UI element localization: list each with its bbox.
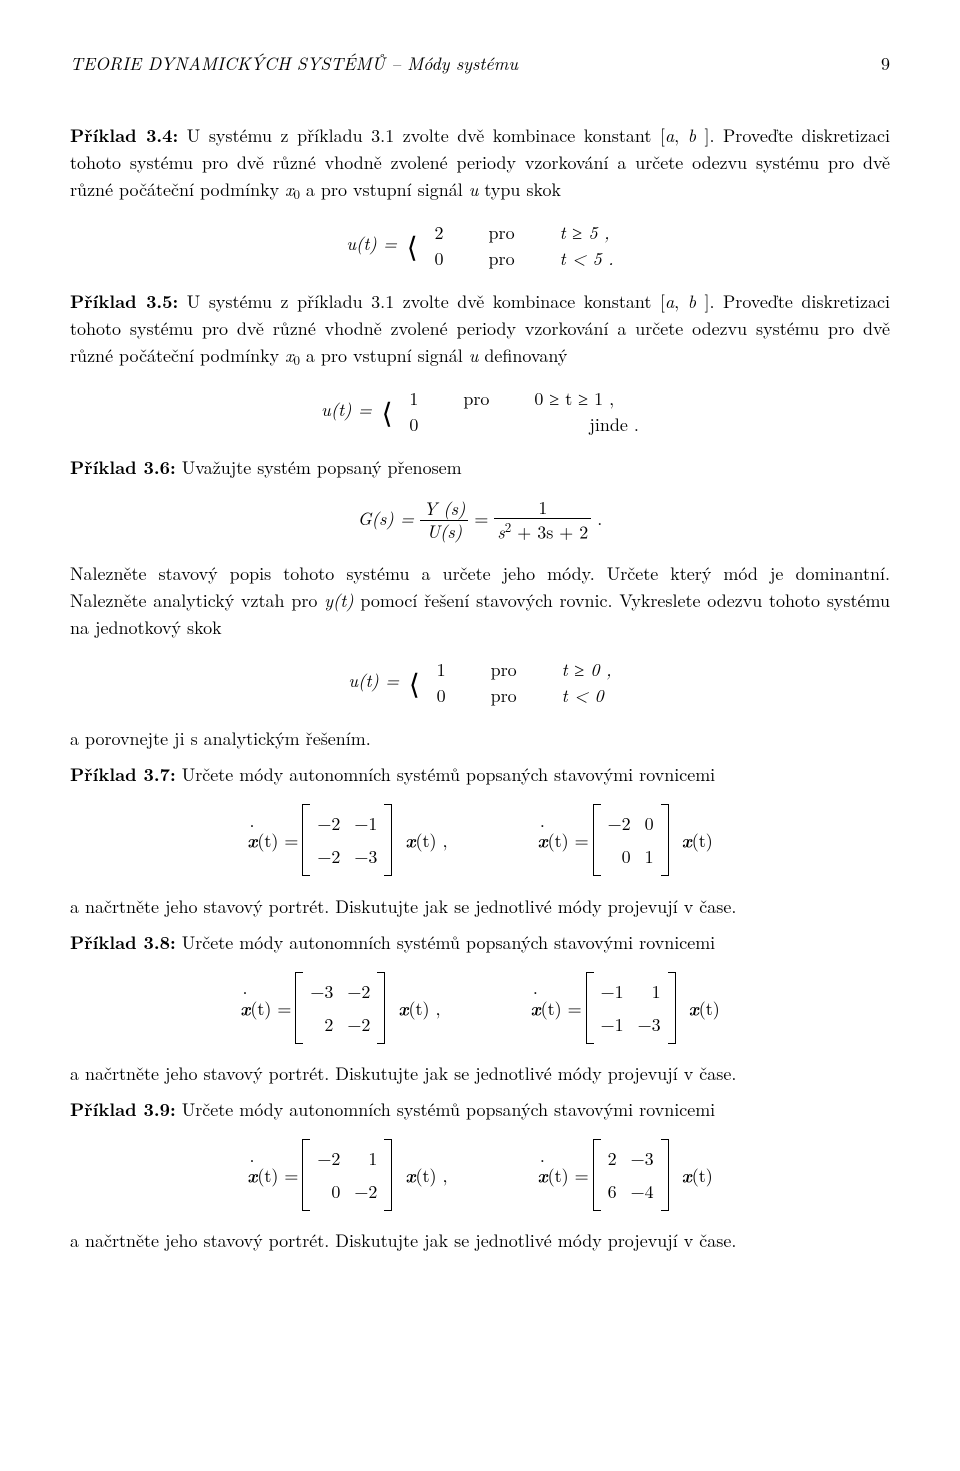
ex-3-6-end: a porovnejte ji s analytickým řešením. [70,725,890,752]
eq-3-9: x(t) = −210−2 x(t) , x(t) = 2−36−4 x(t) [70,1139,890,1211]
ex-label: Příklad 3.7: [70,762,176,787]
eq-3-5: u(t) = ⟨ 1 pro 0 ≥ t ≥ 1 , 0 jinde . [70,386,890,438]
ex-3-6-body: Nalezněte stavový popis tohoto systému a… [70,560,890,641]
header-title: TEORIE DYNAMICKÝCH SYSTÉMŮ – Módy systém… [70,50,518,77]
ex-3-4: Příklad 3.4: U systému z příkladu 3.1 zv… [70,122,890,204]
ex-3-9-end: a načrtněte jeho stavový portrét. Diskut… [70,1227,890,1254]
ex-3-5: Příklad 3.5: U systému z příkladu 3.1 zv… [70,288,890,370]
eq-3-7: x(t) = −2−1−2−3 x(t) , x(t) = −2001 x(t) [70,804,890,876]
ex-3-9-intro: Příklad 3.9: Určete módy autonomních sys… [70,1096,890,1123]
ex-label: Příklad 3.8: [70,930,176,955]
ex-3-7-end: a načrtněte jeho stavový portrét. Diskut… [70,893,890,920]
page-number: 9 [881,50,890,77]
ex-3-6-intro: Příklad 3.6: Uvažujte systém popsaný pře… [70,454,890,481]
ex-3-8-end: a načrtněte jeho stavový portrét. Diskut… [70,1060,890,1087]
ex-label: Příklad 3.9: [70,1097,176,1122]
ex-label: Příklad 3.5: [70,289,178,314]
eq-3-8: x(t) = −3−22−2 x(t) , x(t) = −11−1−3 x(t… [70,972,890,1044]
eq-3-6-step: u(t) = ⟨ 1 pro t ≥ 0 , 0 pro t < 0 [70,657,890,709]
ex-3-8-intro: Příklad 3.8: Určete módy autonomních sys… [70,929,890,956]
ex-label: Příklad 3.4: [70,123,178,148]
eq-3-4: u(t) = ⟨ 2 pro t ≥ 5 , 0 pro t < 5 . [70,220,890,272]
ex-label: Příklad 3.6: [70,455,176,480]
page-header: TEORIE DYNAMICKÝCH SYSTÉMŮ – Módy systém… [70,50,890,77]
ex-3-7-intro: Příklad 3.7: Určete módy autonomních sys… [70,761,890,788]
eq-3-6-transfer: G(s) = Y (s) U(s) = 1 s2 + 3s + 2 . [70,498,890,544]
